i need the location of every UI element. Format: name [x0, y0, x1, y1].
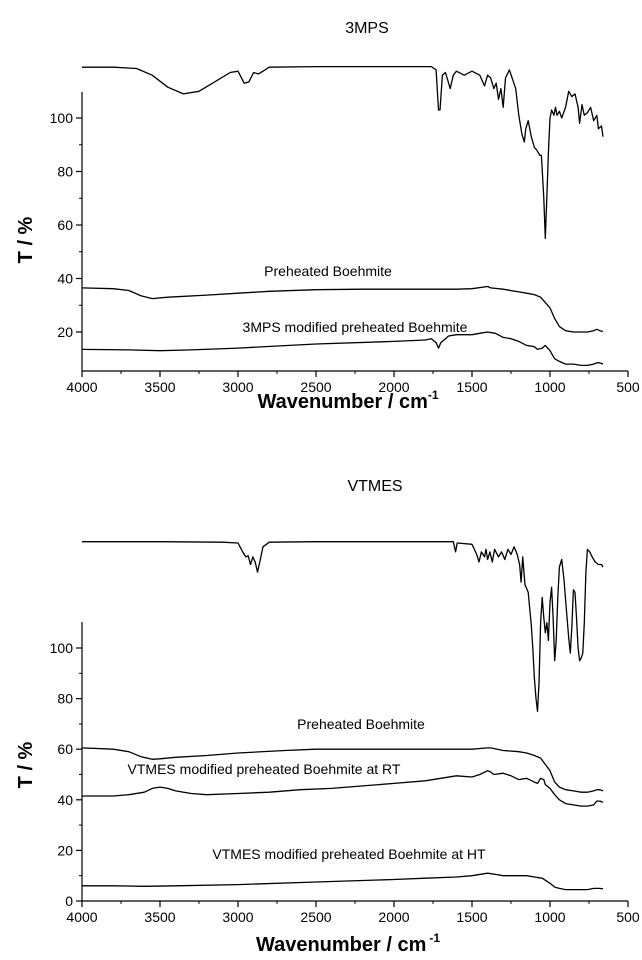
- top-y-axis-title: T / %: [15, 216, 37, 263]
- top-x-tick-label-3000: 3000: [222, 379, 253, 395]
- top-y-tick-label-20: 20: [57, 324, 73, 340]
- bottom-panel: VTMES 0 20 40 60 80 100 4000 3500 3000 2500 2000 1…: [15, 478, 640, 956]
- top-panel: 3MPS 20 40 60 80 100 4000 3500 3000 2500 2000 150…: [15, 20, 640, 413]
- bottom-x-axis-title-main: Wavenumber / cm: [256, 934, 426, 956]
- top-x-tick-label-1000: 1000: [534, 379, 565, 395]
- top-y-tick-label-60: 60: [57, 217, 73, 233]
- top-y-ticks: 20 40 60 80 100: [50, 110, 82, 340]
- top-label-3mps-modified: 3MPS modified preheated Boehmite: [243, 319, 468, 335]
- top-x-tick-label-2500: 2500: [300, 379, 331, 395]
- bottom-x-tick-label-3000: 3000: [222, 909, 253, 925]
- bottom-x-tick-label-2500: 2500: [300, 909, 331, 925]
- bottom-y-tick-label-100: 100: [50, 640, 74, 656]
- bottom-title-label: VTMES: [347, 478, 402, 495]
- bottom-x-axis-title-superscript: -1: [429, 931, 440, 945]
- top-spectrum-3mps-modified: [81, 331, 604, 367]
- bottom-spectrum-vtmes: [82, 541, 604, 712]
- top-x-tick-label-3500: 3500: [144, 379, 175, 395]
- top-x-tick-label-2000: 2000: [378, 379, 409, 395]
- top-y-tick-label-100: 100: [50, 110, 74, 126]
- bottom-x-tick-label-1500: 1500: [456, 909, 487, 925]
- bottom-y-axis-title: T / %: [15, 741, 37, 788]
- bottom-y-tick-label-80: 80: [57, 691, 73, 707]
- top-x-axis-title-superscript: -1: [428, 388, 439, 402]
- top-label-preheated-boehmite: Preheated Boehmite: [264, 263, 392, 279]
- bottom-x-ticks: 4000 3500 3000 2500 2000 1500 1000 500: [66, 901, 640, 925]
- bottom-y-tick-label-60: 60: [57, 741, 73, 757]
- top-spectrum-preheated-boehmite: [81, 285, 604, 333]
- bottom-spectrum-vtmes-rt: [82, 770, 604, 807]
- top-spectrum-3mps: [82, 65, 604, 240]
- bottom-y-ticks: 0 20 40 60 80 100: [50, 640, 82, 909]
- bottom-label-vtmes-rt: VTMES modified preheated Boehmite at RT: [128, 761, 401, 777]
- top-x-axis-title-main: Wavenumber / cm: [257, 391, 427, 413]
- top-title-label: 3MPS: [345, 20, 389, 37]
- bottom-spectrum-vtmes-ht: [82, 872, 604, 891]
- bottom-x-tick-label-500: 500: [616, 909, 640, 925]
- bottom-y-tick-label-40: 40: [57, 792, 73, 808]
- top-x-axis-title: Wavenumber / cm-1: [257, 388, 438, 413]
- top-y-tick-label-80: 80: [57, 164, 73, 180]
- top-x-tick-label-1500: 1500: [456, 379, 487, 395]
- bottom-x-axis-title: Wavenumber / cm -1: [256, 931, 440, 956]
- bottom-y-tick-label-0: 0: [65, 893, 73, 909]
- top-x-ticks: 4000 3500 3000 2500 2000 1500 1000 500: [66, 371, 640, 395]
- bottom-x-tick-label-2000: 2000: [378, 909, 409, 925]
- top-x-tick-label-500: 500: [616, 379, 640, 395]
- bottom-label-preheated-boehmite: Preheated Boehmite: [297, 716, 425, 732]
- bottom-y-tick-label-20: 20: [57, 842, 73, 858]
- bottom-x-tick-label-1000: 1000: [534, 909, 565, 925]
- bottom-label-vtmes-ht: VTMES modified preheated Boehmite at HT: [212, 846, 486, 862]
- top-y-tick-label-40: 40: [57, 271, 73, 287]
- bottom-spectrum-preheated-boehmite: [81, 747, 604, 793]
- top-x-tick-label-4000: 4000: [66, 379, 97, 395]
- bottom-x-tick-label-4000: 4000: [66, 909, 97, 925]
- bottom-x-tick-label-3500: 3500: [144, 909, 175, 925]
